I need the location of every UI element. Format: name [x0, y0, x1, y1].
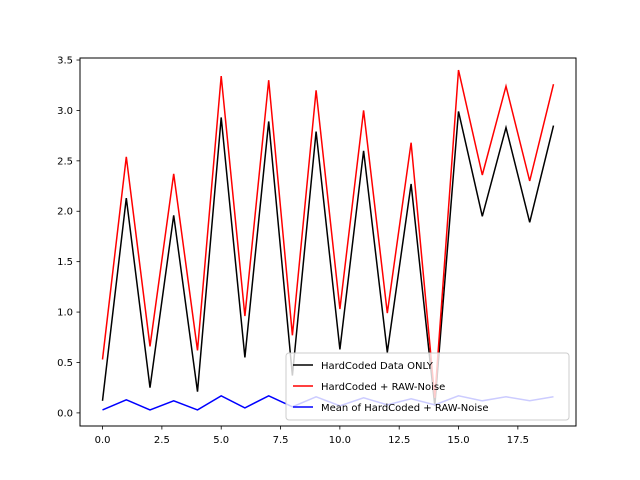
x-tick-label: 5.0	[213, 435, 229, 446]
x-tick-label: 0.0	[95, 435, 111, 446]
axes-frame	[79, 57, 577, 427]
x-tick-label: 15.0	[447, 435, 469, 446]
y-tick-label: 1.0	[57, 308, 73, 319]
x-tick-label: 2.5	[154, 435, 170, 446]
y-tick-label: 2.5	[57, 156, 73, 167]
x-tick-label: 17.5	[507, 435, 529, 446]
x-tick-label: 7.5	[273, 435, 289, 446]
legend-label-noise: HardCoded + RAW-Noise	[321, 382, 445, 393]
y-tick-label: 3.0	[57, 106, 73, 117]
y-tick-label: 3.5	[57, 56, 73, 67]
legend-box	[285, 352, 570, 421]
x-tick-label: 10.0	[329, 435, 351, 446]
series-line-0	[101, 111, 555, 406]
y-tick-label: 0.5	[57, 358, 73, 369]
x-axis: 0.0 2.5 5.0 7.5 10.0 12.5 15.0 17.5	[95, 426, 529, 446]
legend-label-mean: Mean of HardCoded + RAW-Noise	[321, 403, 489, 414]
y-tick-label: 2.0	[57, 207, 73, 218]
x-tick-label: 12.5	[388, 435, 410, 446]
series-line-1	[101, 69, 555, 398]
legend: HardCoded Data ONLY HardCoded + RAW-Nois…	[285, 352, 570, 421]
y-axis: 0.0 0.5 1.0 1.5 2.0 2.5 3.0 3.5	[57, 56, 80, 419]
y-tick-label: 1.5	[57, 257, 73, 268]
legend-label-hardcoded: HardCoded Data ONLY	[321, 361, 434, 372]
y-tick-label: 0.0	[57, 408, 73, 419]
